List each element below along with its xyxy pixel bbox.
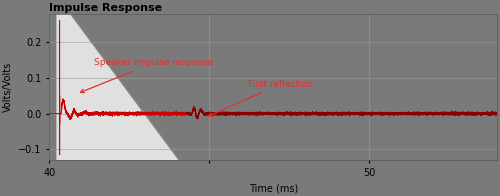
Text: Speaker impulse response: Speaker impulse response [80, 58, 214, 93]
Y-axis label: Volts/Volts: Volts/Volts [3, 62, 13, 112]
Polygon shape [56, 14, 179, 160]
Text: Impulse Response: Impulse Response [50, 3, 162, 13]
X-axis label: Time (ms): Time (ms) [248, 183, 298, 193]
Text: First reflection: First reflection [208, 80, 313, 116]
